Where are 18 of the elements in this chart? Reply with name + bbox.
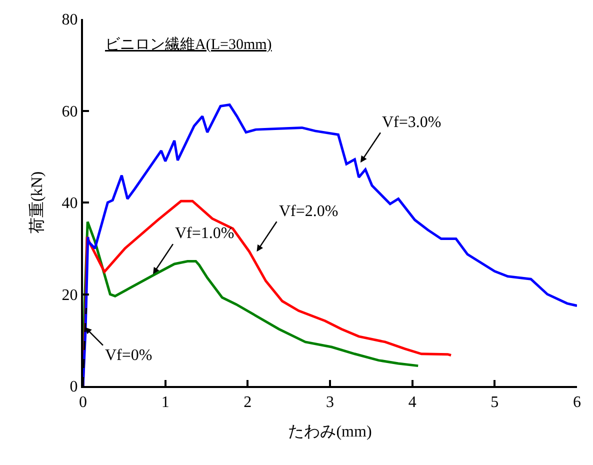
annotation: Vf=1.0% bbox=[175, 225, 234, 242]
annotation: ビニロン繊維A(L=30mm) bbox=[105, 36, 272, 53]
x-tick-label: 6 bbox=[573, 394, 581, 412]
annotation: Vf=3.0% bbox=[382, 114, 442, 131]
x-tick-label: 3 bbox=[326, 394, 334, 412]
y-tick-label: 80 bbox=[62, 12, 78, 29]
y-axis-title: 荷重(kN) bbox=[28, 171, 46, 234]
y-tick-label: 40 bbox=[62, 195, 78, 212]
x-tick-label: 5 bbox=[490, 394, 499, 412]
y-tick-label: 60 bbox=[62, 103, 78, 120]
x-tick-label: 1 bbox=[161, 394, 170, 412]
x-axis-title: たわみ(mm) bbox=[288, 423, 372, 440]
y-tick-label: 20 bbox=[62, 286, 78, 304]
x-tick-label: 4 bbox=[408, 394, 416, 412]
y-tick-label: 0 bbox=[70, 378, 78, 396]
x-tick-label: 2 bbox=[244, 394, 252, 412]
annotation: Vf=0% bbox=[105, 347, 152, 364]
annotation: Vf=2.0% bbox=[279, 203, 338, 220]
